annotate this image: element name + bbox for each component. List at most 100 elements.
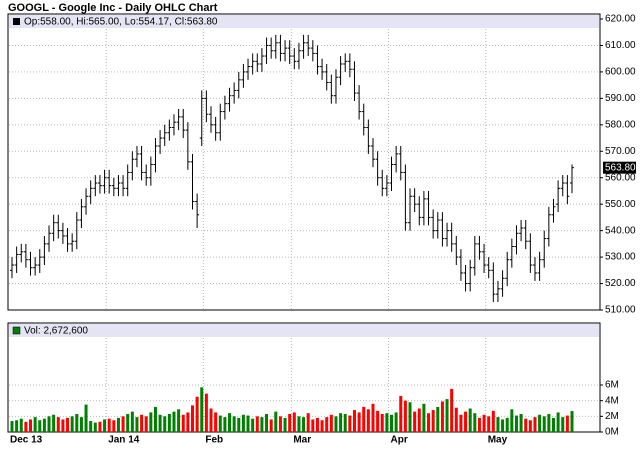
y-tick-label: 550.00 — [605, 199, 636, 210]
y-tick-label: 6M — [605, 380, 619, 391]
x-tick-label: Feb — [205, 435, 223, 446]
volume-bar — [204, 393, 208, 432]
volume-bar — [315, 417, 319, 432]
volume-bar — [232, 416, 236, 432]
volume-bar — [565, 415, 569, 432]
volume-bar — [329, 414, 333, 432]
last-price-label: 563.80 — [605, 162, 636, 173]
legend-label: Vol: 2,672,600 — [24, 326, 88, 337]
volume-bar — [302, 417, 306, 432]
volume-bar — [246, 415, 250, 432]
volume-bar — [144, 416, 148, 432]
volume-bar — [98, 421, 102, 432]
x-tick-label: Apr — [391, 435, 408, 446]
volume-bar — [19, 418, 23, 432]
volume-bar — [306, 413, 310, 432]
volume-bar — [501, 419, 505, 432]
volume-bar — [505, 417, 509, 432]
volume-bar — [325, 417, 329, 432]
volume-bar — [260, 417, 264, 432]
volume-bar — [533, 417, 537, 432]
volume-bar — [440, 401, 444, 432]
volume-bar — [334, 416, 338, 432]
volume-bar — [408, 402, 412, 432]
volume-bar — [528, 420, 532, 432]
volume-bar — [223, 417, 227, 432]
volume-bar — [357, 412, 361, 432]
volume-bar — [251, 418, 255, 432]
volume-bar — [29, 419, 33, 432]
x-tick-label: Mar — [293, 435, 311, 446]
volume-bar — [42, 418, 46, 432]
volume-bar — [66, 417, 70, 432]
volume-bar — [121, 416, 125, 432]
volume-bar — [33, 417, 37, 432]
volume-bar — [487, 416, 491, 432]
volume-bar — [514, 415, 518, 432]
volume-bar — [459, 414, 463, 432]
volume-bar — [524, 418, 528, 432]
volume-bar — [103, 419, 107, 432]
volume-bar — [556, 412, 560, 432]
y-tick-label: 600.00 — [605, 67, 636, 78]
volume-bar — [482, 414, 486, 432]
volume-bar — [107, 418, 111, 432]
y-tick-label: 510.00 — [605, 305, 636, 316]
volume-bar — [561, 417, 565, 432]
volume-bar — [93, 422, 97, 432]
volume-bar — [436, 406, 440, 432]
volume-bar — [283, 417, 287, 432]
volume-bar — [496, 417, 500, 432]
chart-title: GOOGL - Google Inc - Daily OHLC Chart — [8, 2, 218, 14]
volume-bar — [413, 411, 417, 432]
volume-bar — [468, 408, 472, 432]
y-tick-label: 520.00 — [605, 278, 636, 289]
y-tick-label: 2M — [605, 411, 619, 422]
volume-bar — [292, 412, 296, 432]
x-tick-label: May — [488, 435, 508, 446]
volume-bar — [542, 416, 546, 432]
volume-bar — [209, 408, 213, 432]
volume-bar — [366, 409, 370, 432]
volume-bar — [163, 416, 167, 432]
volume-bar — [551, 417, 555, 432]
volume-bar — [61, 419, 65, 432]
volume-bar — [10, 421, 14, 432]
volume-bar — [70, 416, 74, 432]
volume-bar — [56, 417, 60, 432]
volume-bar — [228, 413, 232, 432]
volume-bar — [362, 406, 366, 432]
volume-bar — [422, 403, 426, 432]
volume-bar — [348, 415, 352, 432]
volume-bar — [320, 420, 324, 432]
volume-header — [9, 324, 599, 337]
volume-bar — [547, 413, 551, 432]
y-tick-label: 590.00 — [605, 93, 636, 104]
volume-bar — [394, 412, 398, 432]
volume-bar — [343, 413, 347, 432]
volume-bar — [399, 395, 403, 432]
volume-bar — [181, 414, 185, 432]
volume-bar — [352, 410, 356, 432]
volume-bar — [112, 420, 116, 432]
volume-bar — [538, 414, 542, 432]
volume-bar — [255, 416, 259, 432]
volume-bar — [149, 412, 153, 432]
volume-bar — [445, 399, 449, 432]
volume-bar — [84, 404, 88, 432]
volume-bar — [241, 414, 245, 432]
volume-bar — [339, 413, 343, 432]
volume-bar — [75, 413, 79, 432]
volume-bar — [52, 414, 56, 432]
volume-bar — [190, 405, 194, 432]
legend-swatch — [12, 326, 21, 335]
volume-bar — [570, 411, 574, 432]
last-price-tag — [603, 161, 636, 174]
y-tick-label: 570.00 — [605, 146, 636, 157]
volume-bar — [79, 417, 83, 432]
volume-bar — [269, 419, 273, 432]
volume-bar — [450, 388, 454, 432]
x-tick-label: Dec 13 — [10, 435, 43, 446]
